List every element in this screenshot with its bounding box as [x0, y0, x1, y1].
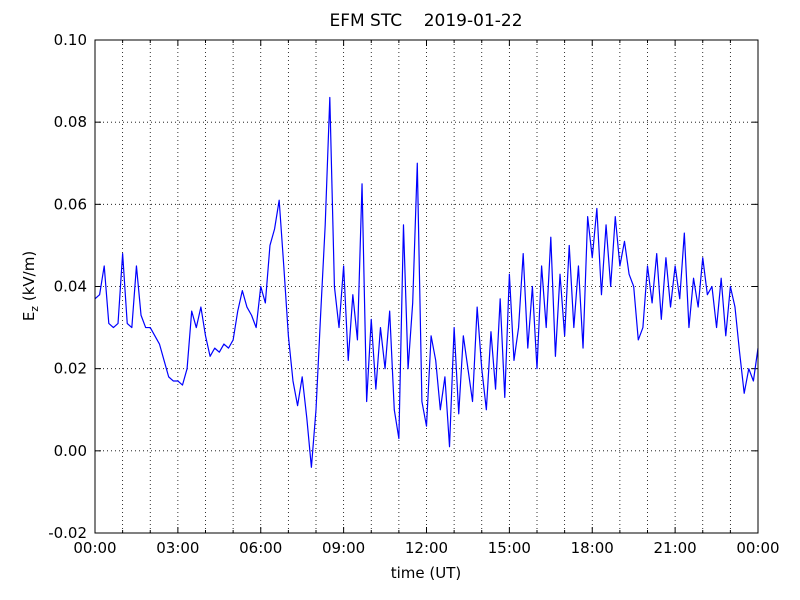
y-tick-label: -0.02 [48, 524, 87, 542]
y-tick-label: 0.10 [54, 31, 87, 49]
x-tick-label: 00:00 [736, 539, 779, 557]
y-tick-label: 0.04 [54, 278, 87, 296]
x-tick-label: 06:00 [239, 539, 282, 557]
x-axis-label: time (UT) [391, 564, 462, 582]
x-tick-label: 09:00 [322, 539, 365, 557]
x-tick-label: 21:00 [654, 539, 697, 557]
plot-frame [94, 39, 759, 534]
y-label-sub: z [28, 306, 41, 312]
y-tick-label: 0.06 [54, 195, 87, 213]
y-tick-label: 0.08 [54, 113, 87, 131]
x-tick-label: 00:00 [73, 539, 116, 557]
y-axis-label: Ez (kV/m) [20, 251, 41, 321]
x-tick-label: 03:00 [156, 539, 199, 557]
x-tick-label: 15:00 [488, 539, 531, 557]
y-tick-label: 0.00 [54, 442, 87, 460]
y-label-base: E [20, 312, 38, 321]
data-line [94, 96, 759, 468]
chart-title: EFM STC 2019-01-22 [329, 11, 522, 31]
x-tick-label: 18:00 [571, 539, 614, 557]
x-tick-label: 12:00 [405, 539, 448, 557]
y-tick-label: 0.02 [54, 360, 87, 378]
y-label-unit: (kV/m) [20, 251, 38, 306]
